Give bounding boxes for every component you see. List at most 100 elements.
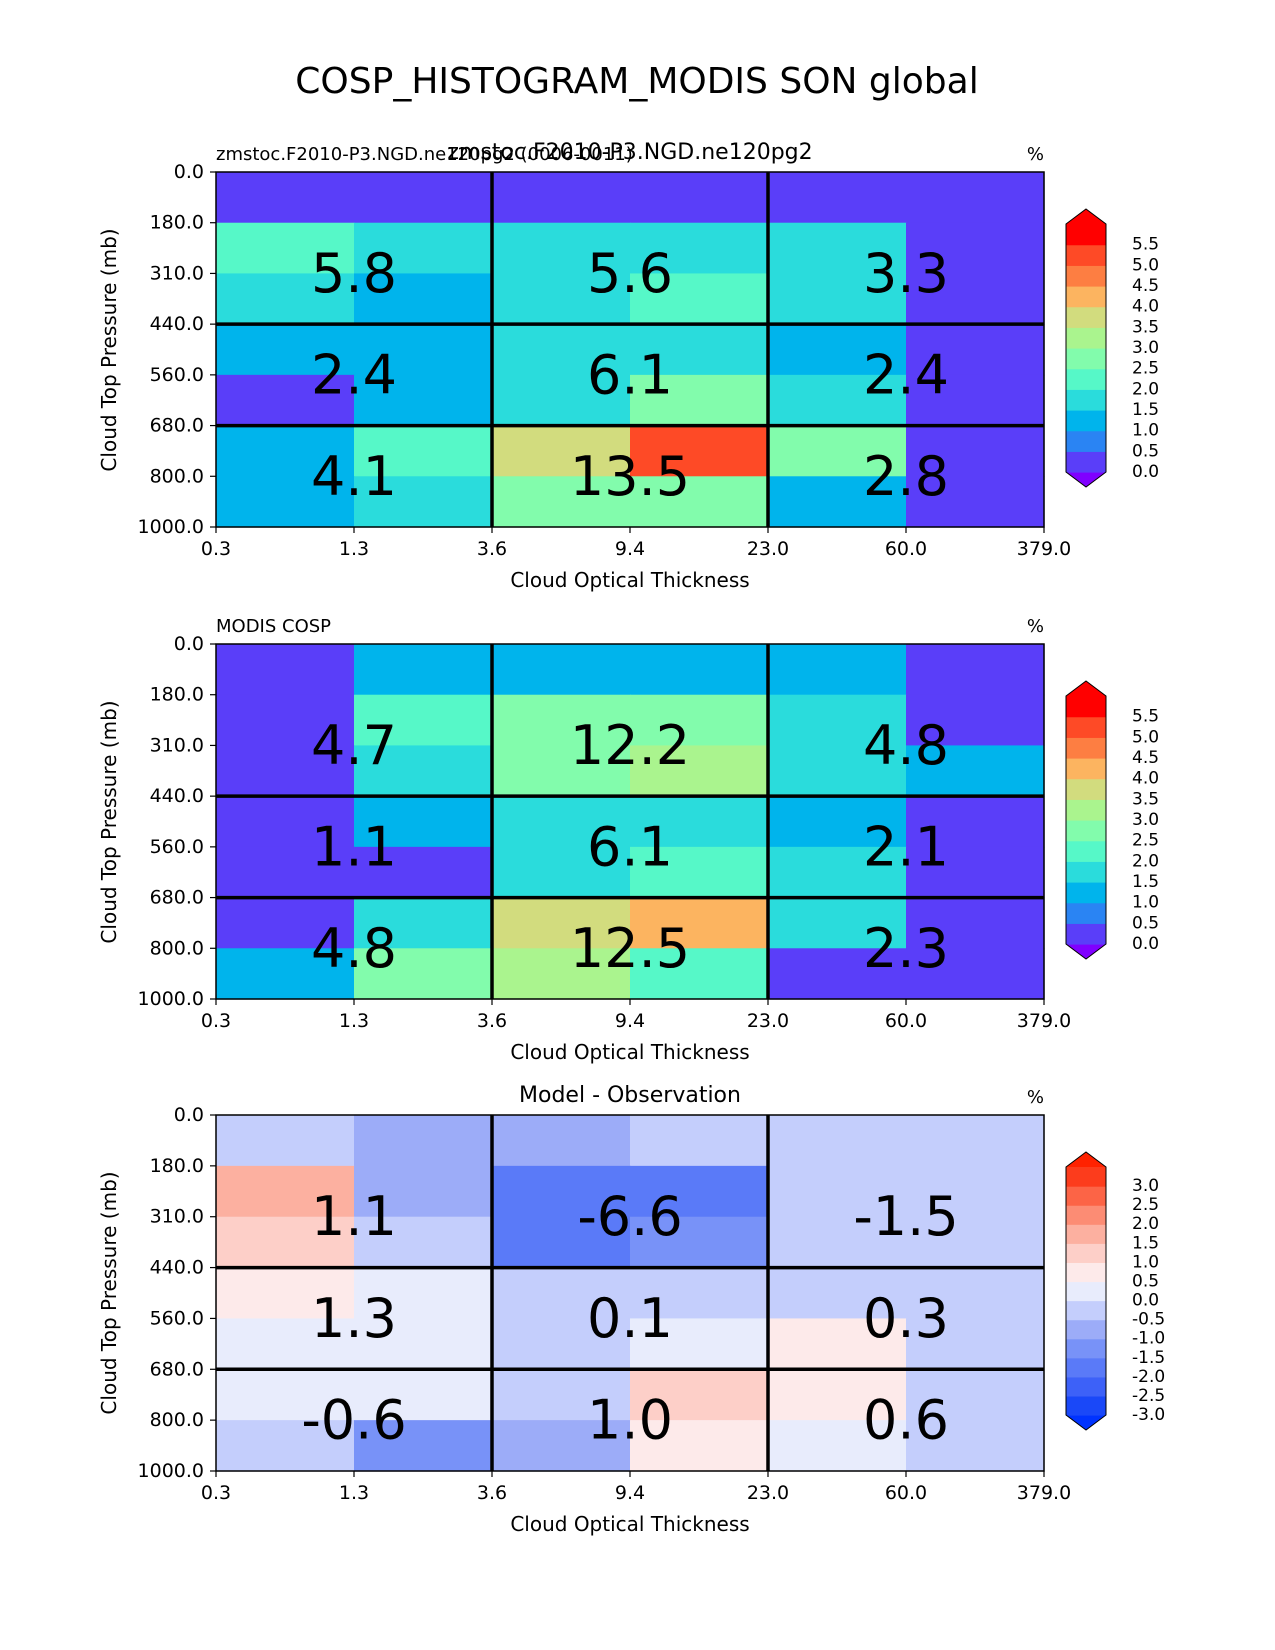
colorbar-2: 0.51.01.52.02.53.03.54.04.55.05.5 0.0 <box>1065 680 1159 960</box>
colorbar-swatch <box>1066 306 1106 328</box>
heatmap-cell <box>630 374 769 427</box>
group-sum-label: 4.8 <box>311 917 397 980</box>
heatmap-cell <box>630 1369 769 1421</box>
colorbar-swatch <box>1066 368 1106 390</box>
group-sum-label: 1.1 <box>311 1185 397 1248</box>
x-tick-labels-2: 0.3 1.3 3.6 9.4 23.0 60.0 379.0 <box>201 999 1071 1032</box>
heatmap-cell <box>630 796 769 848</box>
heatmap-cell <box>768 796 907 848</box>
colorbar-over-extension <box>1066 681 1106 696</box>
colorbar-swatch <box>1066 1224 1106 1244</box>
panel-3: 1.1 -6.6 -1.5 1.3 0.1 0.3 -0.6 1.0 0.6 0.3 1.3 3.6… <box>97 1083 1165 1536</box>
heatmap-cell <box>492 425 631 477</box>
y-axis-label-1: Cloud Top Pressure (mb) <box>97 228 121 471</box>
group-sum-label: 4.1 <box>311 445 397 508</box>
colorbar-swatch <box>1066 820 1106 842</box>
y-tick-label: 180.0 <box>150 684 204 706</box>
heatmap-cell <box>906 324 1045 376</box>
colorbar-swatch <box>1066 327 1106 349</box>
colorbar-tick-label: 2.5 <box>1132 359 1159 379</box>
heatmap-cell <box>354 172 493 224</box>
y-tick-label: 180.0 <box>150 212 204 234</box>
heatmap-cell <box>906 644 1045 696</box>
heatmap-cell <box>354 846 493 899</box>
colorbar-tick-label: 4.5 <box>1132 276 1159 296</box>
colorbar-swatch <box>1066 348 1106 370</box>
heatmap-cell <box>216 644 355 696</box>
heatmap-cell <box>768 324 907 376</box>
group-sum-label: 4.8 <box>863 714 949 777</box>
heatmap-cell <box>216 374 355 427</box>
y-tick-label: 560.0 <box>150 364 204 386</box>
colorbar-tick-label: -1.0 <box>1132 1329 1165 1349</box>
group-sum-label: 2.8 <box>863 445 949 508</box>
heatmap-cell <box>630 172 769 224</box>
group-sum-label: 2.1 <box>863 815 949 878</box>
heatmap-cell <box>906 425 1045 477</box>
colorbar-swatch <box>1066 716 1106 738</box>
heatmap-cell <box>216 172 355 224</box>
x-tick-label: 3.6 <box>477 538 507 560</box>
colorbar-swatch <box>1066 799 1106 821</box>
x-tick-label: 23.0 <box>747 1482 789 1504</box>
group-sum-label: 6.1 <box>587 815 673 878</box>
colorbar-swatch <box>1066 696 1106 718</box>
y-tick-label: 680.0 <box>150 415 204 437</box>
heatmap-cell <box>492 948 631 1000</box>
heatmap-cell <box>354 1165 493 1218</box>
panel-units-1: % <box>1027 144 1044 165</box>
colorbar-swatch <box>1066 1186 1106 1206</box>
y-tick-label: 0.0 <box>174 1104 204 1126</box>
x-tick-label: 60.0 <box>885 538 927 560</box>
colorbar-over-extension <box>1066 209 1106 224</box>
y-tick-label: 1000.0 <box>138 988 204 1010</box>
group-sum-label: 0.1 <box>587 1287 673 1350</box>
y-tick-labels-1: 0.0 180.0 310.0 440.0 560.0 680.0 800.0 1000.0 <box>138 161 216 538</box>
heatmap-cell <box>216 476 355 528</box>
colorbar-swatch <box>1066 758 1106 780</box>
heatmap-cell <box>906 796 1045 848</box>
heatmap-cell <box>216 273 355 325</box>
heatmap-cell <box>216 1369 355 1421</box>
x-tick-label: 23.0 <box>747 538 789 560</box>
y-tick-label: 800.0 <box>150 937 204 959</box>
group-grid-lines-3 <box>216 1115 1044 1471</box>
heatmap-cell <box>354 694 493 747</box>
heatmap-cell <box>492 897 631 949</box>
x-tick-label: 3.6 <box>477 1010 507 1032</box>
colorbar-tick-label: 3.5 <box>1132 317 1159 337</box>
heatmap-cell <box>630 222 769 275</box>
heatmap-cell <box>354 745 493 797</box>
heatmap-cell <box>630 1115 769 1167</box>
figure-title: COSP_HISTOGRAM_MODIS SON global <box>295 61 978 102</box>
colorbar-tick-label: 3.0 <box>1132 338 1159 358</box>
colorbar-swatch <box>1066 1395 1106 1416</box>
colorbar-swatch <box>1066 286 1106 308</box>
colorbar-swatch <box>1066 430 1106 452</box>
heatmap-cell <box>630 745 769 797</box>
heatmap-cell <box>354 1420 493 1472</box>
heatmap-cell <box>630 1420 769 1472</box>
colorbar-swatch <box>1066 244 1106 266</box>
heatmap-cell <box>630 324 769 376</box>
heatmap-cell <box>768 1216 907 1269</box>
y-tick-label: 1000.0 <box>138 516 204 538</box>
colorbar-outline <box>1065 680 1107 960</box>
colorbar-swatch <box>1066 1300 1106 1321</box>
heatmap-cell <box>216 745 355 797</box>
heatmap-cell <box>354 476 493 528</box>
heatmap-cell <box>354 644 493 696</box>
colorbar-swatch <box>1066 389 1106 411</box>
colorbar-tick-label: 3.0 <box>1132 1176 1159 1196</box>
y-axis-label-2: Cloud Top Pressure (mb) <box>97 700 121 943</box>
heatmap-cell <box>630 694 769 747</box>
colorbar-swatch <box>1066 1338 1106 1359</box>
colorbar-under-extension <box>1066 1415 1106 1430</box>
heatmap-cell <box>216 1115 355 1167</box>
heatmap-cell <box>216 897 355 949</box>
heatmap-cell <box>492 1216 631 1269</box>
colorbar-swatch <box>1066 882 1106 904</box>
heatmap-cell <box>354 1216 493 1269</box>
heatmap-cell <box>216 694 355 747</box>
